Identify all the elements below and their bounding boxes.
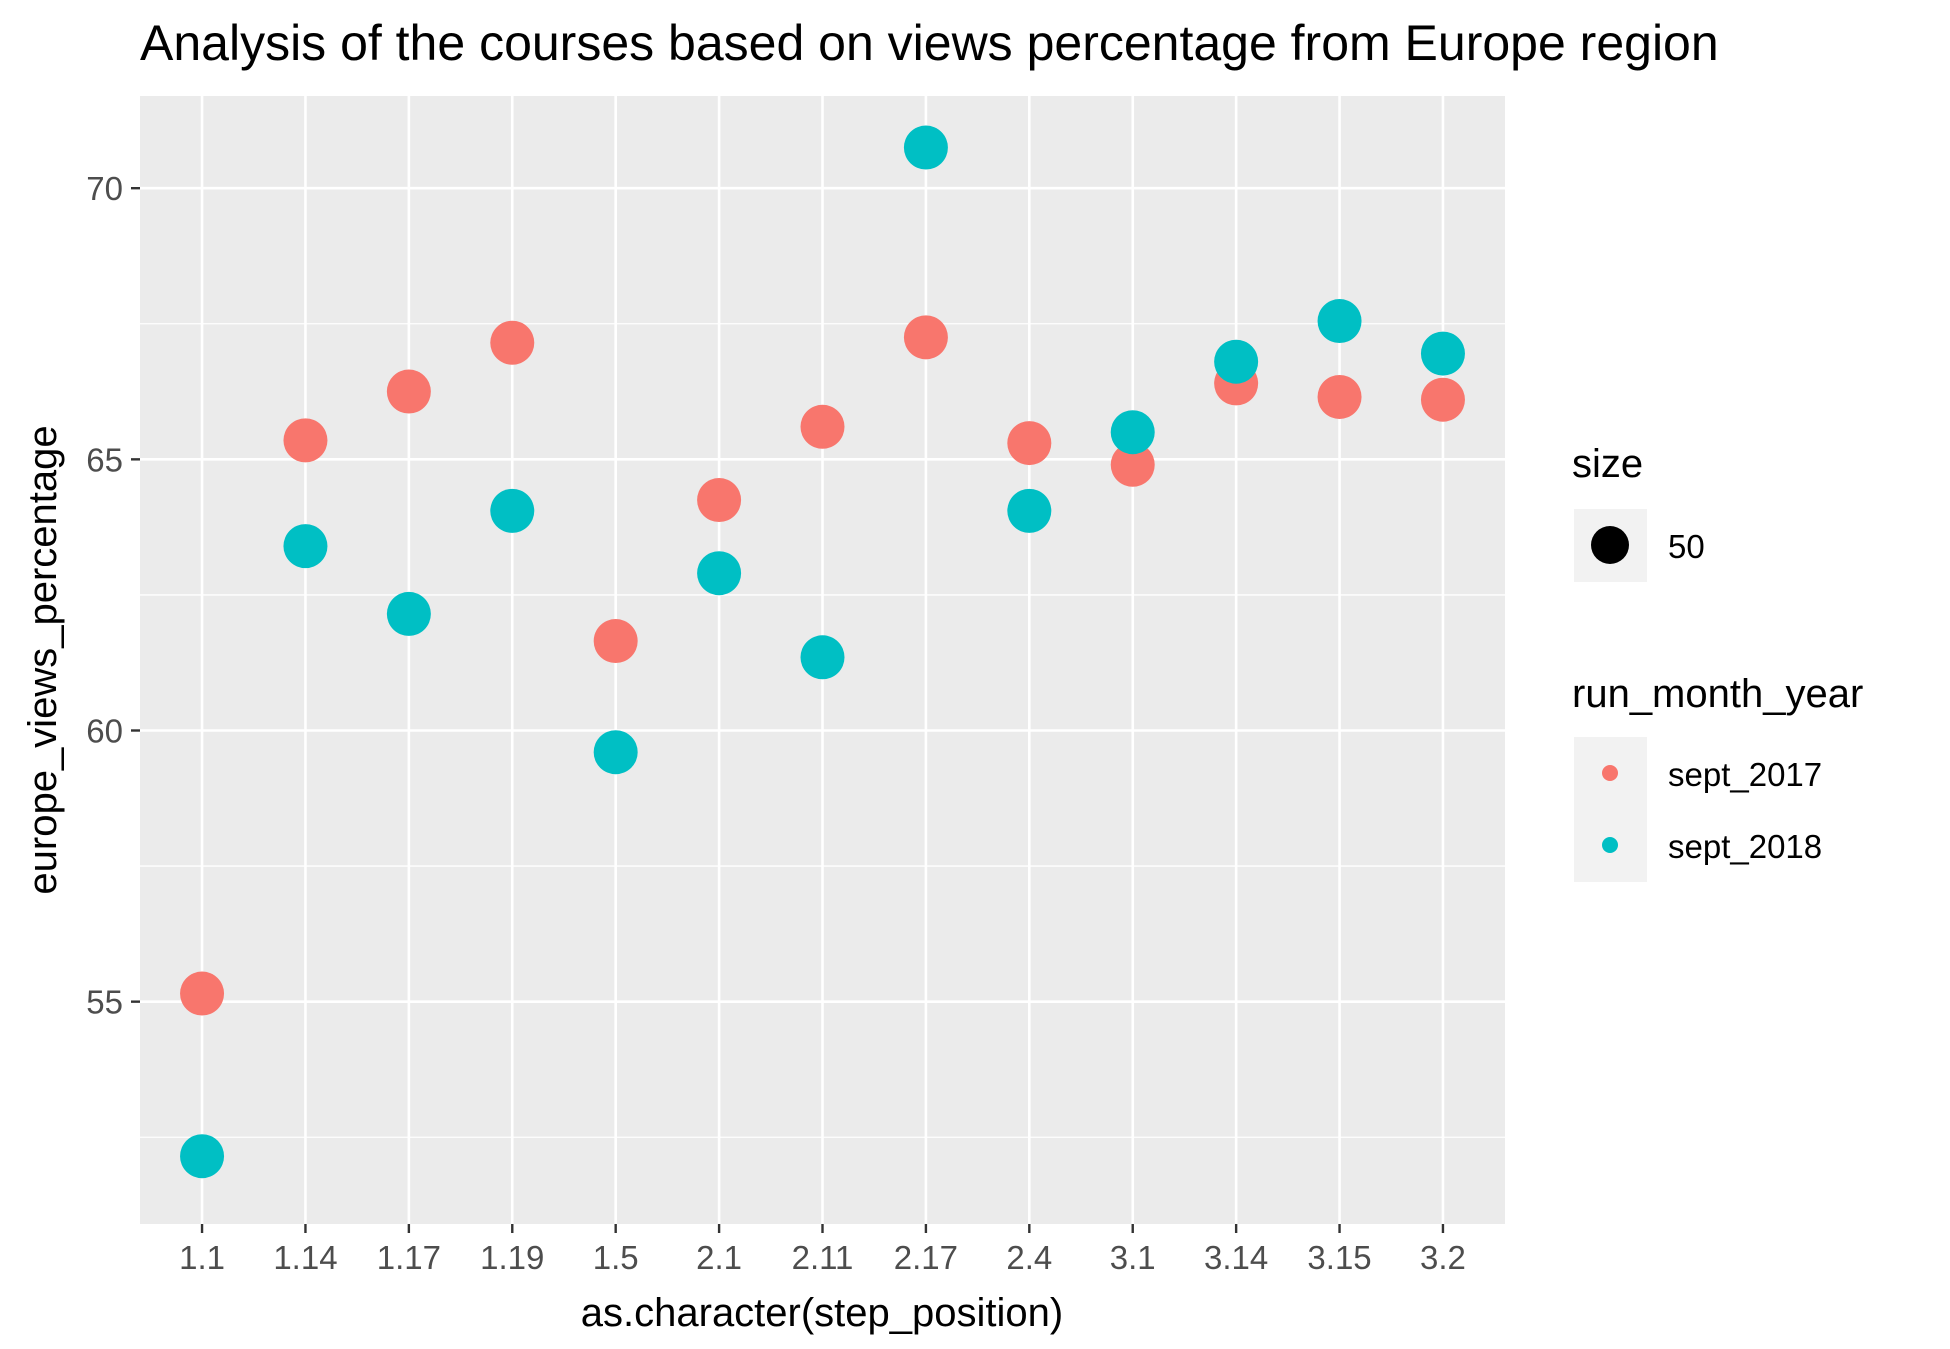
- data-point-sept-2018: [1420, 331, 1465, 376]
- legend-size-title: size: [1572, 442, 1643, 486]
- legend-color-key-bg: [1574, 737, 1647, 882]
- x-tick-label: 3.2: [1420, 1239, 1466, 1276]
- data-point-sept-2017: [697, 478, 742, 523]
- x-tick-label: 1.19: [480, 1239, 544, 1276]
- data-point-sept-2018: [180, 1134, 225, 1179]
- legend-size: size 50: [1572, 442, 1705, 582]
- x-tick-label: 1.14: [273, 1239, 337, 1276]
- data-point-sept-2017: [1317, 374, 1362, 419]
- data-points: [180, 125, 1465, 1179]
- data-point-sept-2018: [903, 125, 948, 170]
- data-point-sept-2018: [1110, 410, 1155, 455]
- data-point-sept-2017: [903, 315, 948, 360]
- legend-label-sept-2018: sept_2018: [1668, 828, 1822, 865]
- x-tick-label: 2.1: [696, 1239, 742, 1276]
- y-tick-label: 65: [86, 441, 123, 478]
- data-point-sept-2017: [800, 404, 845, 449]
- x-axis-ticks: 1.1 1.14 1.17 1.19 1.5 2.1 2.11 2.17 2.4 3.1 3.14 3…: [179, 1224, 1466, 1276]
- y-tick-label: 70: [86, 170, 123, 207]
- y-tick-label: 55: [86, 984, 123, 1021]
- x-axis-title: as.character(step_position): [581, 1291, 1063, 1335]
- data-point-sept-2018: [697, 551, 742, 596]
- data-point-sept-2017: [386, 369, 431, 414]
- data-point-sept-2017: [1110, 442, 1155, 487]
- x-tick-label: 3.15: [1307, 1239, 1371, 1276]
- data-point-sept-2018: [1317, 299, 1362, 344]
- data-point-sept-2017: [283, 418, 328, 463]
- data-point-sept-2017: [1420, 377, 1465, 422]
- x-tick-label: 2.4: [1006, 1239, 1052, 1276]
- legend-color: run_month_year sept_2017 sept_2018: [1572, 672, 1863, 882]
- data-point-sept-2017: [490, 320, 535, 365]
- data-point-sept-2018: [800, 635, 845, 680]
- x-tick-label: 1.17: [377, 1239, 441, 1276]
- data-point-sept-2017: [1007, 421, 1052, 466]
- y-axis-title: europe_views_percentage: [21, 425, 65, 894]
- x-tick-label: 3.1: [1110, 1239, 1156, 1276]
- legend-marker-sept-2018: [1602, 837, 1618, 853]
- y-tick-label: 60: [86, 713, 123, 750]
- legend-marker-sept-2017: [1602, 765, 1618, 781]
- chart-title: Analysis of the courses based on views p…: [140, 15, 1719, 71]
- data-point-sept-2018: [386, 591, 431, 636]
- x-tick-label: 2.11: [792, 1239, 854, 1276]
- data-point-sept-2018: [593, 730, 638, 775]
- data-point-sept-2018: [283, 524, 328, 569]
- x-tick-label: 3.14: [1204, 1239, 1268, 1276]
- legend-size-label: 50: [1668, 528, 1705, 565]
- legend-label-sept-2017: sept_2017: [1668, 756, 1822, 793]
- data-point-sept-2018: [490, 488, 535, 533]
- y-axis-ticks: 55 60 65 70: [86, 170, 140, 1021]
- data-point-sept-2018: [1007, 488, 1052, 533]
- data-point-sept-2017: [180, 971, 225, 1016]
- x-tick-label: 1.1: [179, 1239, 225, 1276]
- x-tick-label: 1.5: [593, 1239, 639, 1276]
- legend-color-title: run_month_year: [1572, 672, 1863, 716]
- data-point-sept-2017: [593, 619, 638, 664]
- data-point-sept-2018: [1214, 339, 1259, 384]
- legend-size-marker: [1591, 526, 1629, 564]
- x-tick-label: 2.17: [894, 1239, 958, 1276]
